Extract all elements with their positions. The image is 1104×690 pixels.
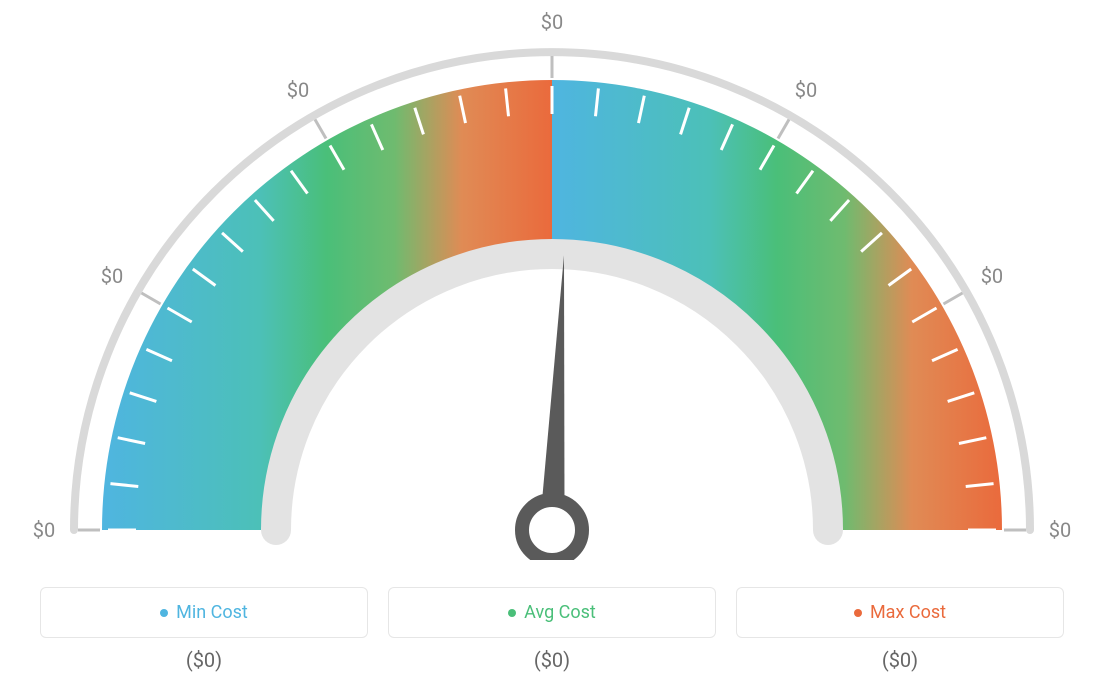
legend-col-max: Max Cost ($0) — [736, 587, 1064, 672]
legend-value-max: ($0) — [882, 648, 918, 672]
legend-value-avg: ($0) — [534, 648, 570, 672]
legend-label-min: Min Cost — [176, 602, 248, 623]
legend-box-min: Min Cost — [40, 587, 368, 638]
legend-dot-max — [854, 609, 862, 617]
legend-label-max: Max Cost — [870, 602, 946, 623]
gauge-tick-label: $0 — [101, 264, 123, 288]
gauge-tick-label: $0 — [1049, 518, 1071, 542]
legend-col-avg: Avg Cost ($0) — [388, 587, 716, 672]
gauge-chart: $0 $0 $0 $0 $0 $0 $0 — [0, 0, 1104, 560]
legend-row: Min Cost ($0) Avg Cost ($0) Max Cost ($0… — [40, 587, 1064, 672]
legend-dot-min — [160, 609, 168, 617]
gauge-tick-label: $0 — [795, 78, 817, 102]
legend-col-min: Min Cost ($0) — [40, 587, 368, 672]
gauge-tick-label: $0 — [287, 78, 309, 102]
gauge-tick-label: $0 — [981, 264, 1003, 288]
legend-value-min: ($0) — [186, 648, 222, 672]
gauge-tick-label: $0 — [33, 518, 55, 542]
gauge-svg — [0, 0, 1104, 560]
gauge-tick-label: $0 — [541, 10, 563, 34]
legend-dot-avg — [508, 609, 516, 617]
legend-box-avg: Avg Cost — [388, 587, 716, 638]
legend-label-avg: Avg Cost — [524, 602, 596, 623]
legend-box-max: Max Cost — [736, 587, 1064, 638]
